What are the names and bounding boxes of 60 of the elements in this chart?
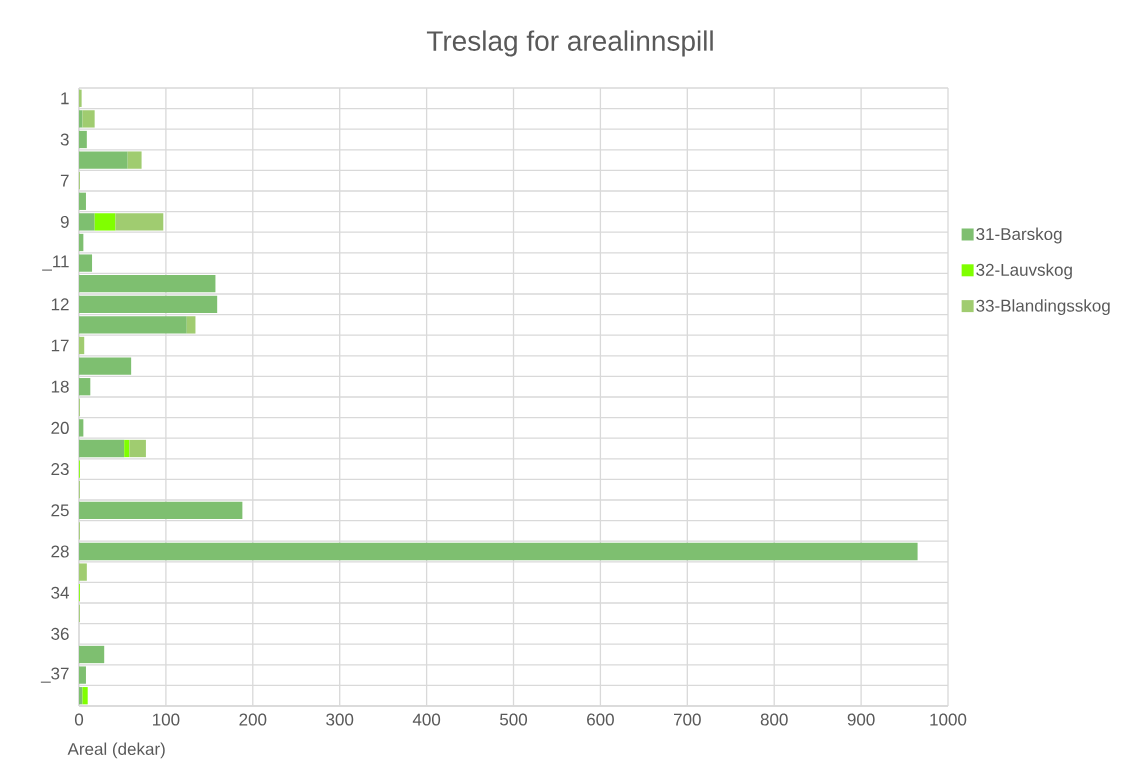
y-tick-label: 9	[60, 215, 69, 228]
legend-label: 33-Blandingsskog	[976, 299, 1110, 316]
bar	[79, 89, 82, 107]
bar	[79, 439, 125, 458]
y-tick-label: 17	[51, 339, 69, 352]
x-tick-label: 400	[412, 713, 441, 726]
bar	[79, 275, 216, 293]
bar	[79, 378, 91, 396]
bar	[124, 439, 130, 458]
legend-label: 32-Lauvskog	[976, 263, 1072, 280]
bar	[79, 645, 105, 664]
y-tick-label: _11	[42, 255, 69, 271]
x-tick-label: 700	[674, 713, 701, 726]
legend-label: 31-Barskog	[976, 227, 1062, 244]
y-tick-label: 34	[51, 586, 69, 599]
bar	[82, 687, 88, 705]
chart-title: Treslag for arealinnspill	[426, 30, 713, 57]
y-tick-label: 3	[60, 133, 69, 146]
bar	[79, 130, 87, 149]
bar	[79, 501, 243, 519]
x-tick-label: 500	[500, 713, 528, 726]
x-axis-title: Areal (dekar)	[67, 742, 165, 759]
x-tick-label: 300	[326, 713, 354, 726]
y-tick-label: 20	[51, 421, 69, 434]
bar	[127, 151, 142, 169]
y-tick-label: 18	[51, 380, 69, 393]
bar	[79, 419, 84, 437]
bar	[79, 213, 95, 231]
x-tick-label: 100	[153, 713, 180, 726]
bar	[82, 110, 95, 128]
y-tick-label: 36	[51, 627, 69, 640]
bar	[79, 666, 86, 684]
y-tick-label: 25	[51, 504, 69, 517]
x-tick-label: 800	[760, 713, 788, 726]
y-tick-label: 7	[60, 174, 69, 187]
bar	[79, 316, 187, 334]
bar	[79, 233, 84, 252]
y-tick-label: 28	[51, 545, 69, 558]
bar	[186, 316, 196, 334]
bar	[79, 110, 83, 128]
bar	[129, 439, 146, 458]
bar	[79, 151, 128, 169]
x-tick-label: 600	[587, 713, 614, 726]
bar	[115, 213, 164, 231]
bar	[79, 254, 93, 272]
bar	[79, 336, 85, 355]
bar	[79, 357, 132, 375]
x-tick-label: 1000	[930, 713, 967, 726]
bar	[79, 563, 87, 581]
x-tick-label: 900	[847, 713, 875, 726]
y-tick-label: 1	[61, 92, 69, 105]
y-tick-label: 12	[51, 298, 69, 311]
bar	[94, 213, 116, 231]
y-tick-label: 23	[51, 463, 69, 476]
bar	[79, 542, 918, 561]
x-tick-label: 200	[239, 713, 267, 726]
y-tick-label: _37	[40, 667, 69, 683]
bar	[79, 295, 218, 313]
x-tick-label: 0	[74, 713, 84, 726]
bar	[79, 192, 86, 210]
